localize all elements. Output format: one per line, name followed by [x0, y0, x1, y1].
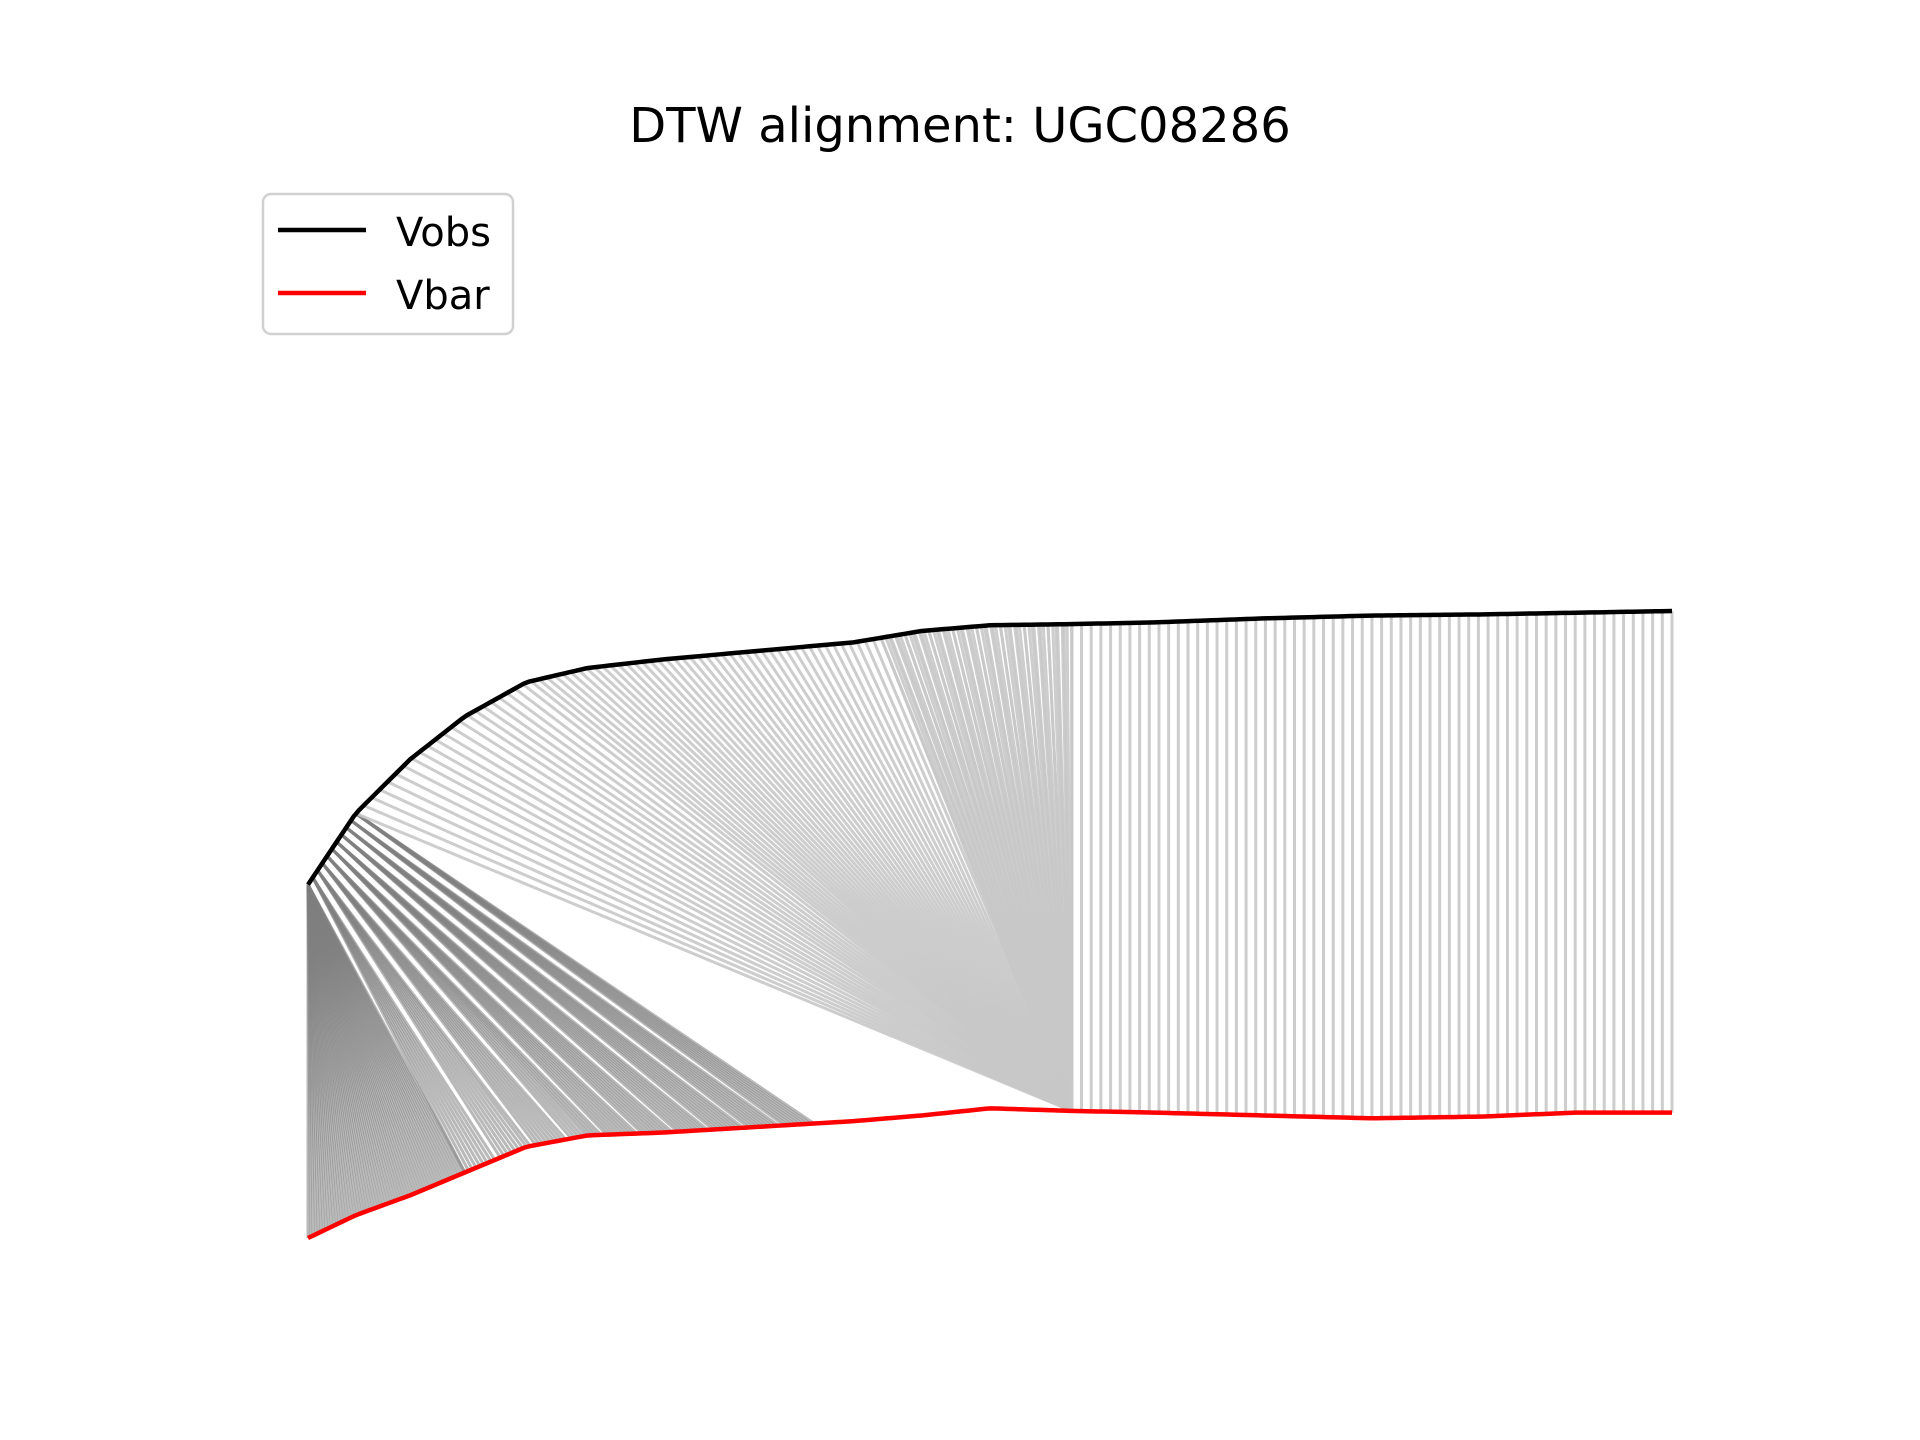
alignment-line: [458, 719, 1073, 1113]
alignment-line: [355, 811, 1073, 1113]
legend-label-vobs: Vobs: [396, 210, 491, 256]
alignment-line: [410, 756, 1073, 1113]
alignment-line: [316, 869, 532, 1147]
alignment-line: [321, 862, 567, 1141]
vbar-series-line: [307, 1106, 1672, 1241]
alignment-lines: [306, 611, 1674, 1238]
alignment-line: [434, 738, 1073, 1113]
alignment-line: [386, 780, 1073, 1113]
alignment-line: [363, 804, 1073, 1113]
alignment-line: [345, 826, 745, 1129]
alignment-line: [311, 876, 497, 1161]
legend-label-vbar: Vbar: [396, 273, 490, 319]
vobs-series-line: [306, 608, 1673, 886]
alignment-line: [371, 796, 1073, 1113]
alignment-line: [426, 744, 1073, 1113]
alignment-line: [418, 750, 1073, 1113]
legend: Vobs Vbar: [261, 192, 515, 336]
alignment-line: [350, 819, 780, 1127]
alignment-line: [450, 725, 1073, 1113]
chart-title: DTW alignment: UGC08286: [629, 98, 1291, 154]
alignment-line: [378, 788, 1073, 1113]
alignment-line: [402, 764, 1073, 1113]
alignment-line: [335, 840, 674, 1134]
alignment-line: [354, 812, 815, 1125]
alignment-line: [326, 855, 603, 1136]
alignment-line: [330, 847, 638, 1135]
alignment-line: [340, 833, 709, 1132]
alignment-line: [394, 772, 1073, 1113]
alignment-line: [442, 732, 1073, 1113]
